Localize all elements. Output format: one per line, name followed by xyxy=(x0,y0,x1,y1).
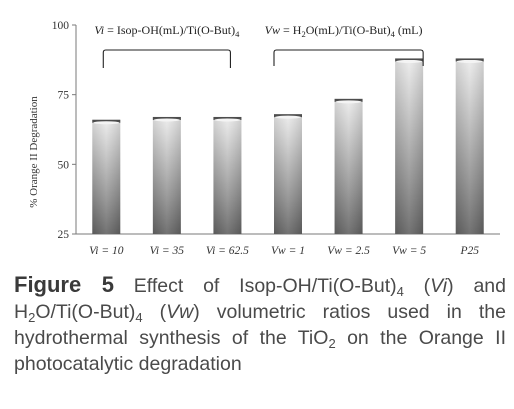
group-label-part: = Isop-OH(mL)/Ti(O-But) xyxy=(104,23,235,37)
group-label: Vw = H2O(mL)/Ti(O-But)4 (mL) xyxy=(265,23,423,39)
bar xyxy=(152,116,181,234)
figure-label: Figure 5 xyxy=(14,272,114,297)
y-tick-label: 100 xyxy=(52,20,70,32)
caption-sub-3: 4 xyxy=(135,310,143,325)
group-label-part: Vi xyxy=(94,23,104,37)
bar-shade xyxy=(152,116,181,234)
y-axis-label-text: % Orange II Degradation xyxy=(28,96,40,208)
caption-text-1: Effect of Isop-OH/Ti(O-But) xyxy=(113,275,397,297)
caption-italic-vi: Vi xyxy=(430,275,448,297)
bar xyxy=(274,114,302,234)
bar-shade xyxy=(455,58,484,234)
bar xyxy=(213,116,242,234)
group-label-part: = H xyxy=(280,23,302,37)
bar-highlight xyxy=(153,118,180,122)
group-bracket xyxy=(273,49,424,66)
bar-highlight xyxy=(396,59,423,63)
group-label: Vi = Isop-OH(mL)/Ti(O-But)4 xyxy=(94,23,240,39)
bar xyxy=(455,58,484,234)
y-tick-label: 25 xyxy=(58,229,70,241)
group-label-part: Vw xyxy=(265,23,280,37)
x-tick-label: P25 xyxy=(459,245,479,257)
bar-shade xyxy=(92,119,121,234)
x-tick-label: Vi = 62.5 xyxy=(206,245,249,257)
caption-sub-4: 2 xyxy=(328,336,336,351)
bar xyxy=(92,119,121,234)
group-label-part: 4 xyxy=(235,29,240,39)
caption-text-7: on the Orange II photocatalytic degradat… xyxy=(14,327,506,375)
bar-highlight xyxy=(275,115,301,119)
caption-text-5: ( xyxy=(142,301,167,323)
bar-shade xyxy=(213,116,242,234)
group-bracket xyxy=(102,49,231,68)
caption-sub-2: 2 xyxy=(28,310,36,325)
group-label-part: 4 xyxy=(391,29,396,39)
bar xyxy=(334,98,363,234)
bar-highlight xyxy=(93,121,120,125)
x-tick-label: Vi = 10 xyxy=(89,245,124,257)
caption-italic-vw: Vw xyxy=(166,301,194,323)
bar-chart: 25 50 75 100 Vi = 10 Vi = 35 Vi = 62.5 Vw = 1 V… xyxy=(28,20,500,257)
bar-shade xyxy=(395,58,424,234)
group-label-part: 2 xyxy=(301,29,305,39)
y-tick-label: 75 xyxy=(58,90,70,102)
group-label-part: O(mL)/Ti(O-But) xyxy=(306,23,391,37)
x-tick-label: Vw = 1 xyxy=(271,245,305,257)
bar xyxy=(395,58,424,234)
bar-highlight xyxy=(335,100,362,104)
group-label-part: (mL) xyxy=(395,23,423,37)
x-tick-label: Vi = 35 xyxy=(150,245,185,257)
bar-shade xyxy=(274,114,302,234)
x-tick-label: Vw = 5 xyxy=(392,245,426,257)
figure-caption: Figure 5 Effect of Isop-OH/Ti(O-But)4 (V… xyxy=(14,272,506,377)
caption-text-4: O/Ti(O-But) xyxy=(35,301,136,323)
y-tick-label: 50 xyxy=(58,159,70,171)
bar-highlight xyxy=(214,118,241,122)
bar-shade xyxy=(334,98,363,234)
x-tick-label: Vw = 2.5 xyxy=(327,245,370,257)
caption-text-6: ) volumetric ratios used in the hydrothe… xyxy=(14,301,506,349)
caption-text-3: ) and H xyxy=(14,275,506,323)
caption-sub-1: 4 xyxy=(396,284,404,299)
y-axis-label: % Orange II Degradation xyxy=(28,96,40,208)
bar-highlight xyxy=(456,59,483,63)
caption-text-2: ( xyxy=(403,275,431,297)
